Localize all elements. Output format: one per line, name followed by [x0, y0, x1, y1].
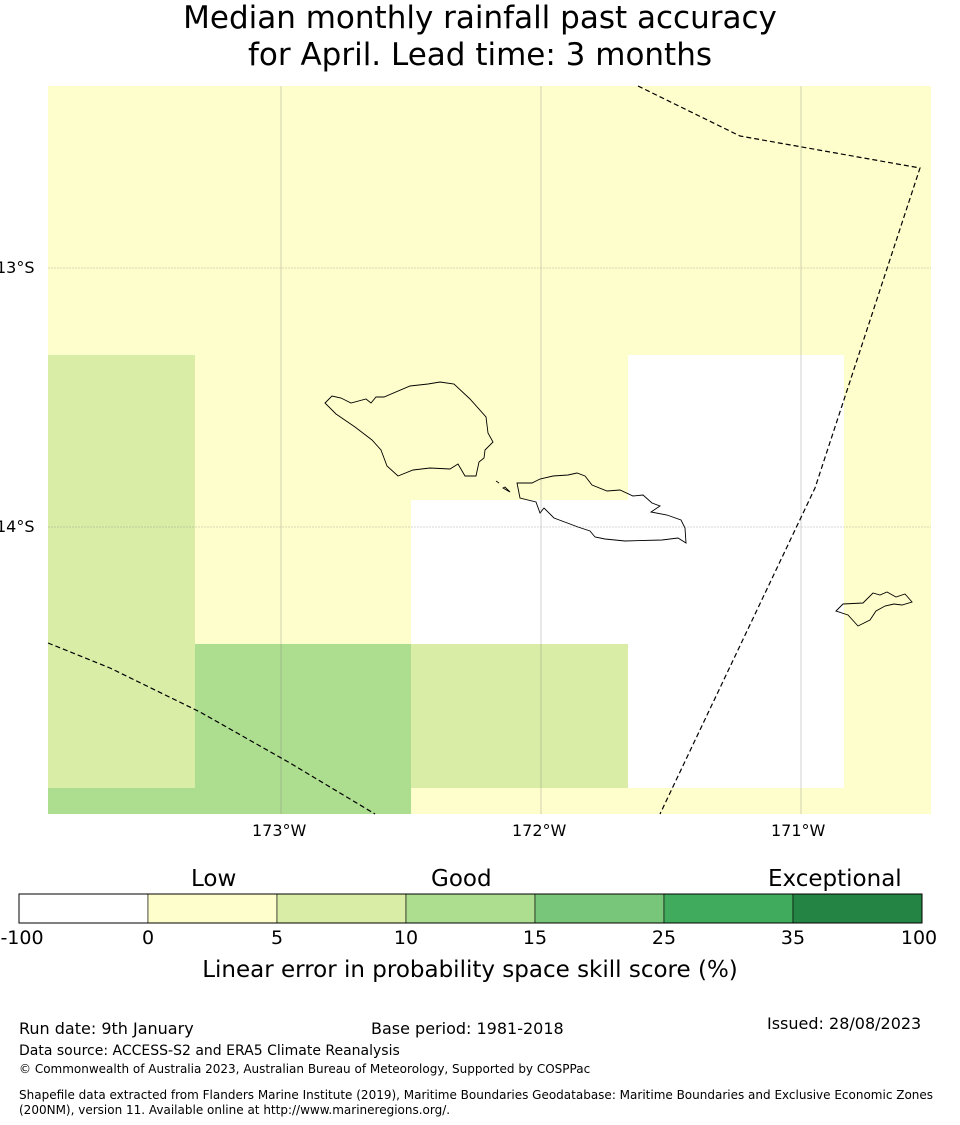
upolu-island: [516, 472, 687, 544]
savaii-island: [324, 381, 494, 477]
map-region-good-low-south: [411, 644, 628, 788]
colorbar-swatch-2: [276, 893, 407, 924]
map-region-no-skill-east: [628, 355, 844, 788]
copyright: © Commonwealth of Australia 2023, Austra…: [19, 1062, 591, 1076]
category-label-low: Low: [191, 866, 237, 892]
colorbar-swatch-1: [147, 893, 278, 924]
lon-label-172w: 172°W: [512, 821, 567, 840]
map-region-good-low-west: [48, 355, 195, 788]
tick-label-10: 10: [393, 927, 419, 949]
tick-label-0: 0: [141, 927, 155, 949]
lat-label-14s: 14°S: [0, 517, 35, 536]
title-line-1: Median monthly rainfall past accuracy: [183, 0, 777, 36]
eez-boundary-east: [637, 85, 921, 815]
chart-title: Median monthly rainfall past accuracy fo…: [0, 0, 960, 74]
issued-date: Issued: 28/08/2023: [767, 1014, 922, 1033]
title-line-2: for April. Lead time: 3 months: [247, 37, 713, 73]
colorbar-border: [18, 893, 923, 924]
data-source: Data source: ACCESS-S2 and ERA5 Climate …: [19, 1043, 400, 1059]
category-label-good: Good: [431, 866, 492, 892]
category-label-exceptional: Exceptional: [768, 866, 902, 892]
colorbar-swatch-3: [405, 893, 536, 924]
colorbar: [18, 893, 923, 924]
colorbar-label: Linear error in probability space skill …: [202, 957, 738, 983]
tick-label-25: 25: [651, 927, 677, 949]
shapefile-credit-line-2: (200NM), version 11. Available online at…: [19, 1103, 451, 1117]
lat-label-13s: 13°S: [0, 258, 35, 277]
tick-label-35: 35: [780, 927, 806, 949]
tick-label-100: 100: [900, 927, 938, 949]
tick-label-5: 5: [270, 927, 284, 949]
run-date: Run date: 9th January: [19, 1019, 194, 1038]
manono-island: [495, 480, 500, 484]
colorbar-swatch-6: [792, 893, 923, 924]
colorbar-swatch-0: [18, 893, 149, 924]
base-period: Base period: 1981-2018: [371, 1019, 564, 1038]
map-region-good-southwest: [195, 644, 411, 814]
apolima-island: [502, 486, 511, 493]
tick-label-minus100: -100: [0, 927, 44, 949]
colorbar-swatch-5: [663, 893, 794, 924]
lon-label-171w: 171°W: [771, 821, 826, 840]
lon-label-173w: 173°W: [252, 821, 307, 840]
map-region-good-south-strip: [48, 788, 195, 814]
tutuila-island: [835, 591, 913, 627]
tick-label-15: 15: [522, 927, 548, 949]
colorbar-swatch-4: [534, 893, 665, 924]
eez-boundary-southwest: [47, 642, 376, 815]
shapefile-credit-line-1: Shapefile data extracted from Flanders M…: [19, 1088, 934, 1102]
map-region-no-skill-center: [411, 500, 628, 644]
